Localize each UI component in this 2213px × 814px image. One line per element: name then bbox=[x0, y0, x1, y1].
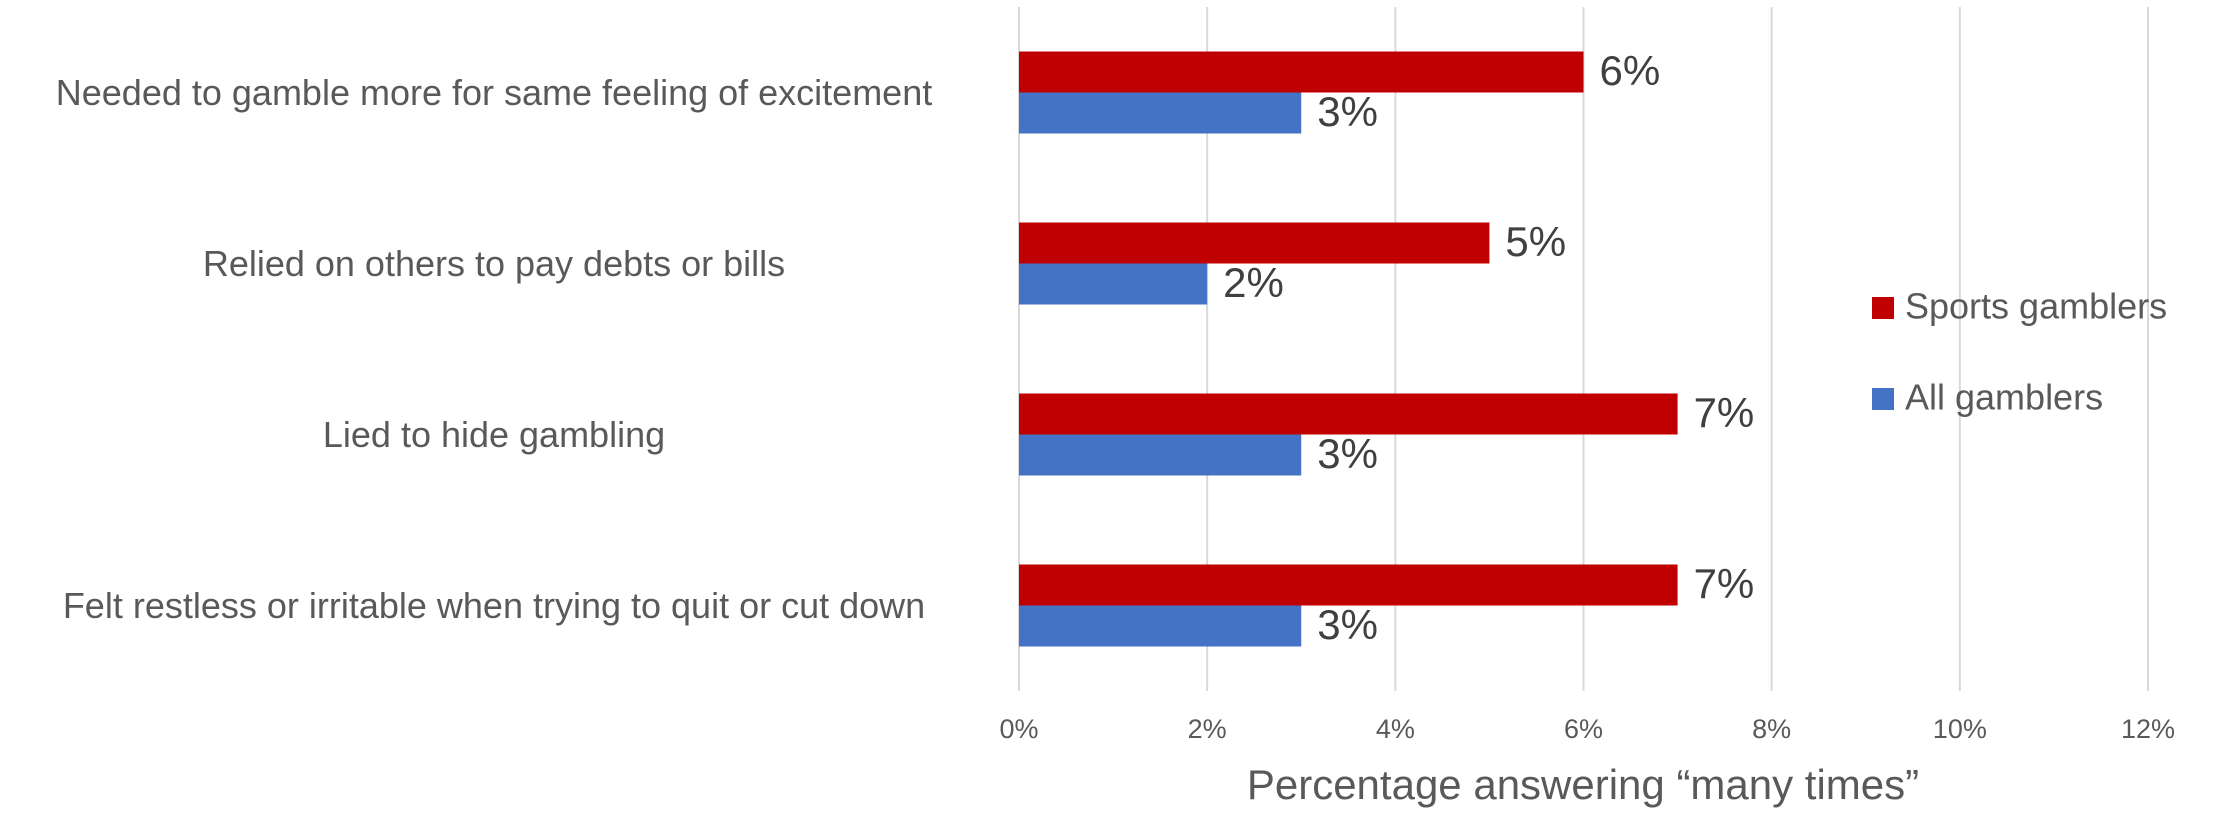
value-label: 7% bbox=[1694, 389, 1755, 436]
x-tick-label: 4% bbox=[1376, 714, 1415, 744]
x-tick-label: 0% bbox=[999, 714, 1038, 744]
value-label: 2% bbox=[1223, 259, 1284, 306]
value-label: 3% bbox=[1317, 88, 1378, 135]
x-tick-label: 10% bbox=[1933, 714, 1987, 744]
bar bbox=[1019, 92, 1302, 134]
x-tick-label: 12% bbox=[2121, 714, 2175, 744]
legend-swatch bbox=[1872, 388, 1894, 410]
y-tick-label: Lied to hide gambling bbox=[322, 413, 666, 455]
value-label: 3% bbox=[1317, 601, 1378, 648]
bar bbox=[1019, 605, 1302, 647]
value-label: 3% bbox=[1317, 430, 1378, 477]
bar bbox=[1019, 564, 1678, 606]
bar bbox=[1019, 263, 1208, 305]
x-axis-title: Percentage answering “many times” bbox=[1247, 761, 1919, 808]
legend-swatch bbox=[1872, 297, 1894, 319]
value-label: 6% bbox=[1600, 47, 1661, 94]
bar bbox=[1019, 51, 1584, 93]
value-label: 5% bbox=[1505, 218, 1566, 265]
bar bbox=[1019, 393, 1678, 435]
value-label: 7% bbox=[1694, 560, 1755, 607]
legend-label: All gamblers bbox=[1905, 377, 2103, 418]
x-tick-label: 2% bbox=[1188, 714, 1227, 744]
y-tick-label: Felt restless or irritable when trying t… bbox=[62, 584, 926, 626]
y-tick-label: Needed to gamble more for same feeling o… bbox=[55, 71, 933, 113]
bar bbox=[1019, 434, 1302, 476]
bar bbox=[1019, 222, 1490, 264]
x-tick-label: 6% bbox=[1564, 714, 1603, 744]
legend-label: Sports gamblers bbox=[1905, 286, 2167, 327]
x-tick-label: 8% bbox=[1752, 714, 1791, 744]
y-tick-label: Relied on others to pay debts or bills bbox=[202, 242, 786, 284]
